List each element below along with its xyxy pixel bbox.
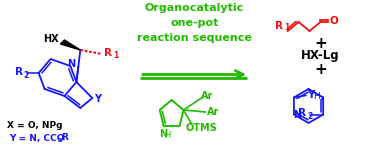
Text: 2: 2 — [24, 71, 29, 80]
Text: Organocatalytic: Organocatalytic — [145, 3, 244, 13]
Text: Y: Y — [307, 90, 314, 100]
Text: Ar: Ar — [201, 91, 214, 101]
Text: reaction sequence: reaction sequence — [137, 33, 252, 43]
Text: OTMS: OTMS — [186, 123, 217, 133]
Text: 1: 1 — [284, 24, 289, 32]
Text: 2: 2 — [57, 138, 62, 143]
Text: Y: Y — [94, 94, 101, 104]
Text: R: R — [298, 109, 306, 119]
Text: Ar: Ar — [207, 107, 220, 117]
Text: HX: HX — [43, 34, 58, 44]
Text: 1: 1 — [113, 51, 118, 59]
Text: +: + — [314, 36, 327, 51]
Text: N: N — [159, 129, 167, 139]
Text: +: + — [314, 63, 327, 78]
Text: O: O — [330, 16, 339, 26]
Text: R: R — [61, 134, 68, 142]
Text: N: N — [293, 110, 301, 120]
Text: R: R — [275, 21, 283, 31]
Text: X = O, NPg: X = O, NPg — [7, 122, 62, 131]
Text: HX-Lg: HX-Lg — [301, 49, 340, 63]
Polygon shape — [60, 40, 81, 50]
Text: R: R — [104, 48, 112, 58]
Text: Y = N, CCO: Y = N, CCO — [9, 134, 64, 142]
Text: 2: 2 — [319, 96, 324, 101]
Text: N: N — [67, 59, 76, 69]
Text: R: R — [15, 67, 23, 77]
Text: 2: 2 — [307, 112, 313, 121]
Text: H: H — [313, 92, 320, 101]
Text: H: H — [164, 131, 171, 139]
Text: one-pot: one-pot — [170, 18, 218, 28]
